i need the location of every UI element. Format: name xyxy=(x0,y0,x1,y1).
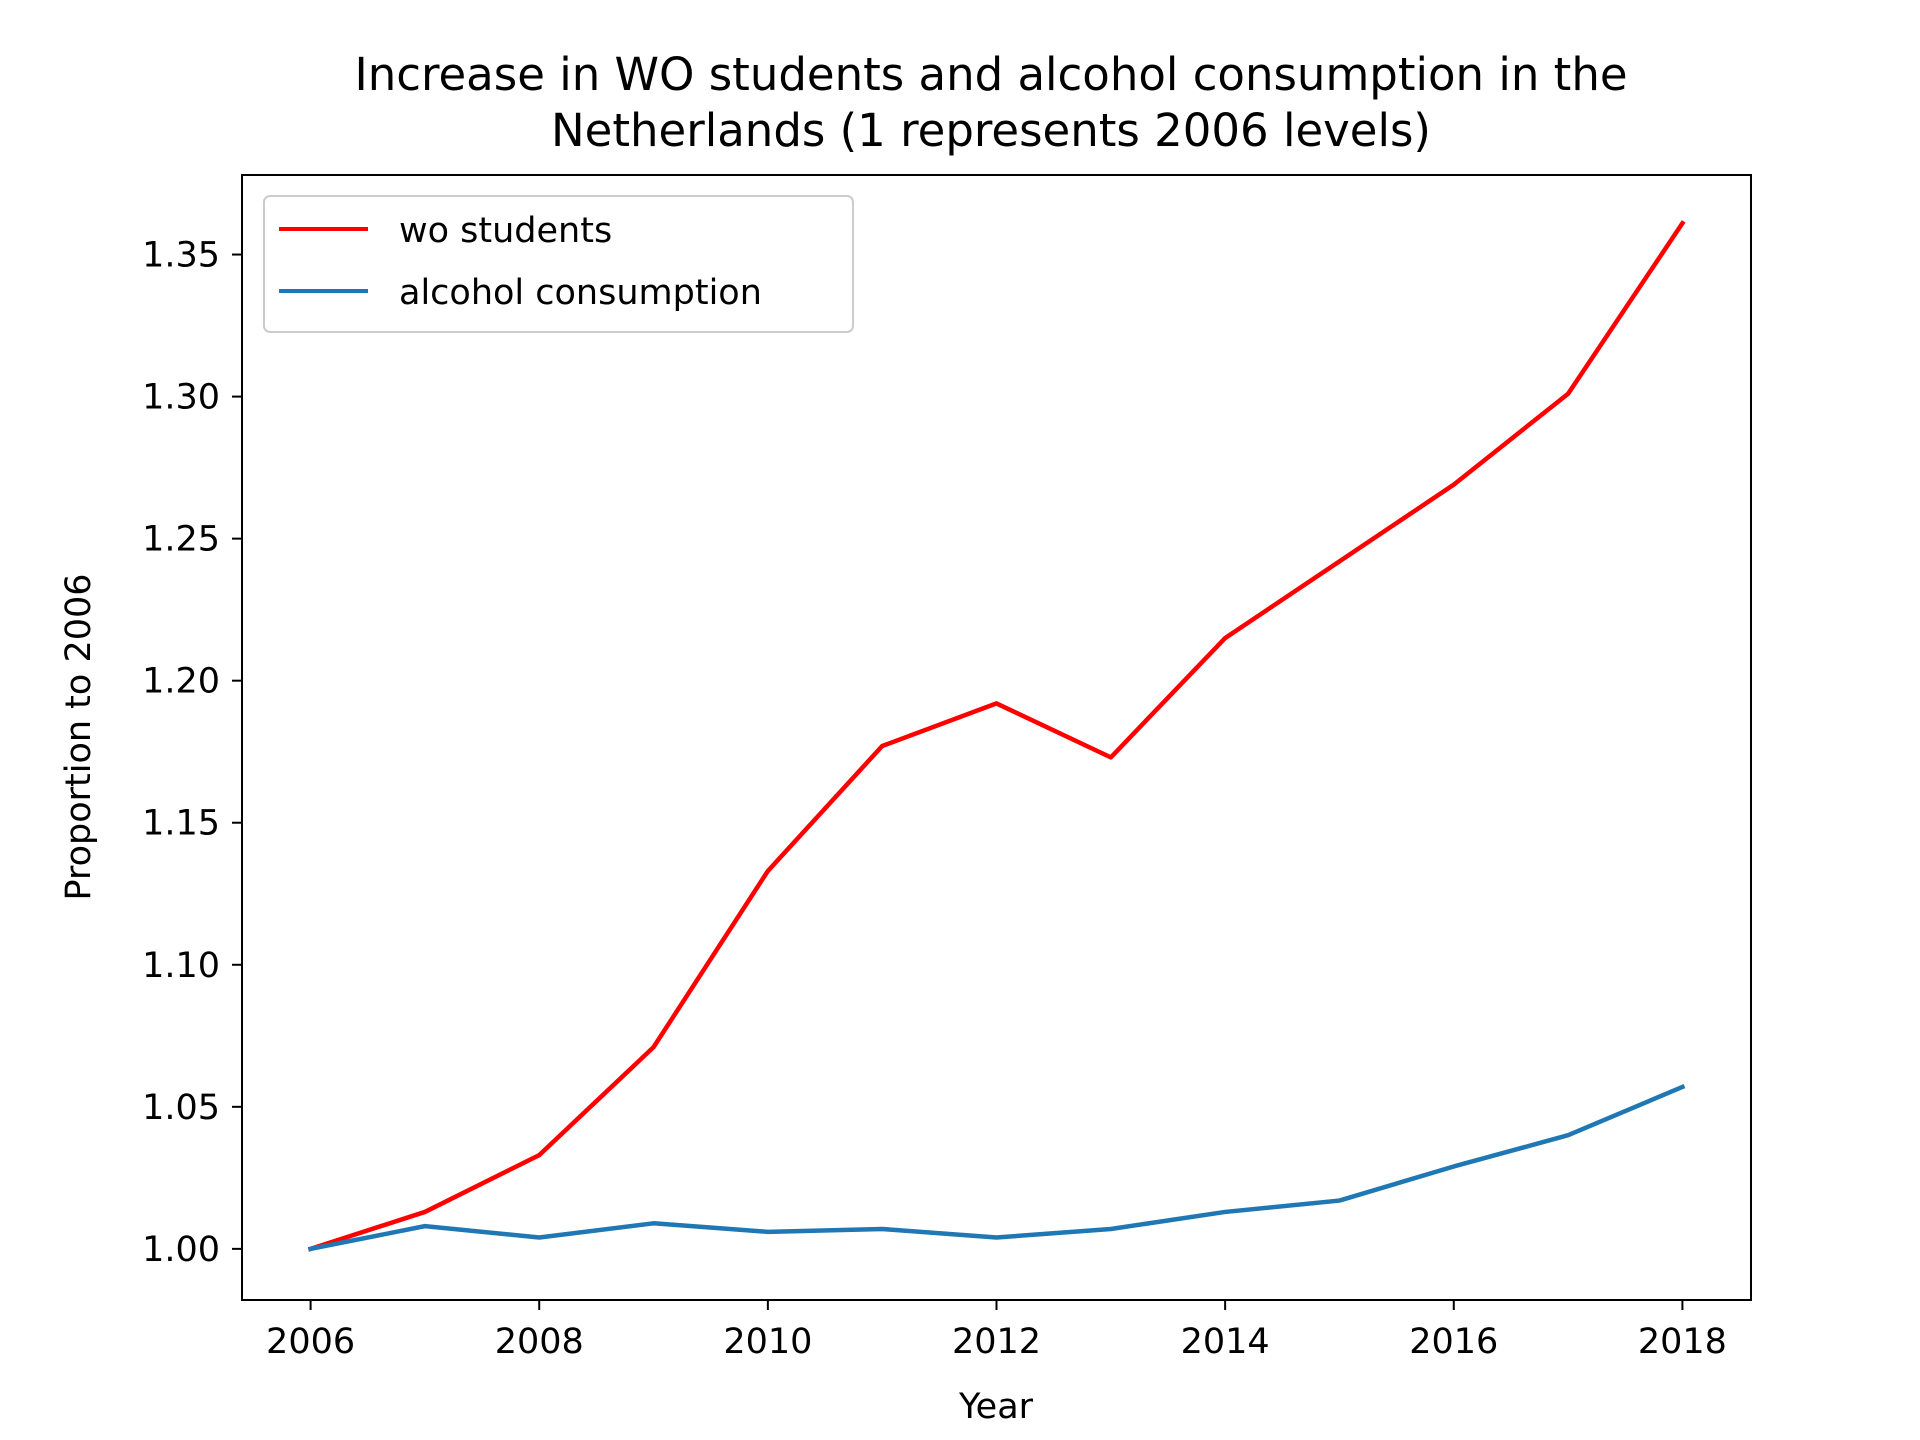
y-axis-label: Proportion to 2006 xyxy=(59,573,99,900)
chart-title: Increase in WO students and alcohol cons… xyxy=(354,48,1627,157)
y-tick-label: 1.35 xyxy=(142,236,220,276)
y-tick-label: 1.20 xyxy=(142,662,220,702)
x-tick-label: 2006 xyxy=(266,1322,355,1362)
x-tick-label: 2016 xyxy=(1409,1322,1498,1362)
legend-frame xyxy=(263,195,854,333)
legend-label-wo-students: wo students xyxy=(399,211,612,251)
y-tick-label: 1.05 xyxy=(142,1088,220,1128)
series-line-alcohol-consumption xyxy=(307,1083,1686,1252)
x-tick-label: 2018 xyxy=(1638,1322,1727,1362)
y-tick-label: 1.00 xyxy=(142,1230,220,1270)
x-tick-label: 2012 xyxy=(952,1322,1041,1362)
chart-title-line-2: Netherlands (1 represents 2006 levels) xyxy=(551,104,1431,157)
x-axis: 2006 2008 2010 2012 2014 2016 2018 xyxy=(266,1300,1727,1362)
x-tick-label: 2008 xyxy=(495,1322,584,1362)
x-axis-label: Year xyxy=(958,1387,1034,1427)
series-line-wo-students xyxy=(307,220,1686,1252)
plot-area xyxy=(242,175,1751,1300)
y-tick-label: 1.30 xyxy=(142,378,220,418)
legend-label-alcohol-consumption: alcohol consumption xyxy=(399,273,762,313)
y-axis: 1.00 1.05 1.10 1.15 1.20 1.25 1.30 1.35 xyxy=(142,236,242,1270)
x-tick-label: 2010 xyxy=(723,1322,812,1362)
legend: wo students alcohol consumption xyxy=(263,195,854,333)
chart-title-line-1: Increase in WO students and alcohol cons… xyxy=(354,48,1627,101)
y-tick-label: 1.15 xyxy=(142,804,220,844)
x-tick-label: 2014 xyxy=(1181,1322,1270,1362)
series-lines xyxy=(307,220,1686,1252)
y-tick-label: 1.25 xyxy=(142,520,220,560)
y-tick-label: 1.10 xyxy=(142,946,220,986)
